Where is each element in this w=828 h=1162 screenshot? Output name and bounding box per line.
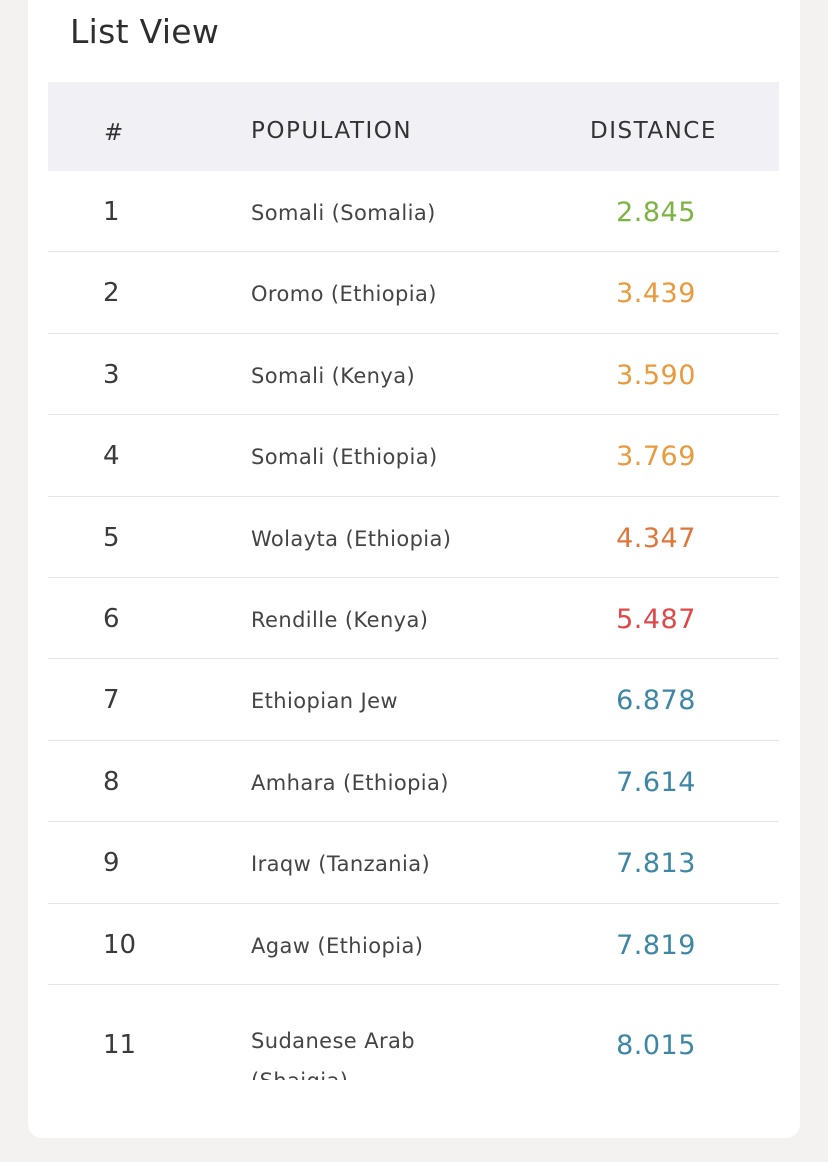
row-distance: 6.878 — [616, 685, 696, 717]
row-number: 6 — [103, 603, 120, 634]
row-distance: 8.015 — [616, 1029, 696, 1061]
row-population: Somali (Somalia) — [251, 201, 436, 225]
column-header-number[interactable]: # — [104, 120, 125, 146]
row-population: Amhara (Ethiopia) — [251, 770, 449, 795]
row-distance: 3.590 — [616, 359, 696, 391]
row-number: 8 — [103, 766, 120, 797]
table-row[interactable]: 8 Amhara (Ethiopia) 7.614 — [48, 741, 779, 823]
table-row[interactable]: 2 Oromo (Ethiopia) 3.439 — [48, 252, 779, 334]
row-distance: 4.347 — [616, 522, 696, 554]
row-distance: 7.614 — [616, 766, 696, 798]
row-number: 1 — [103, 197, 120, 227]
section-title: List View — [70, 12, 220, 51]
row-population: Somali (Kenya) — [251, 363, 416, 388]
list-view-card — [28, 0, 800, 1138]
row-number: 4 — [103, 441, 120, 472]
row-population: Wolayta (Ethiopia) — [251, 526, 452, 551]
row-distance: 7.819 — [616, 929, 696, 961]
row-population: Ethiopian Jew — [251, 689, 399, 714]
table-row[interactable]: 6 Rendille (Kenya) 5.487 — [48, 578, 779, 660]
row-population: Rendille (Kenya) — [251, 607, 429, 632]
table-row[interactable]: 4 Somali (Ethiopia) 3.769 — [48, 415, 779, 497]
column-header-population[interactable]: POPULATION — [251, 118, 413, 144]
row-number: 3 — [103, 359, 120, 390]
row-number: 10 — [103, 929, 137, 960]
row-distance: 3.769 — [616, 441, 696, 473]
table-header: # POPULATION DISTANCE — [48, 82, 779, 171]
population-distance-table: # POPULATION DISTANCE 1 Somali (Somalia) 2… — [48, 82, 779, 1080]
row-population: Agaw (Ethiopia) — [251, 933, 424, 958]
column-header-distance[interactable]: DISTANCE — [590, 118, 717, 144]
row-number: 11 — [103, 1029, 137, 1060]
row-distance: 2.845 — [616, 197, 696, 228]
table-row[interactable]: 3 Somali (Kenya) 3.590 — [48, 334, 779, 416]
row-number: 9 — [103, 848, 120, 879]
row-number: 2 — [103, 278, 120, 309]
table-row[interactable]: 1 Somali (Somalia) 2.845 — [48, 171, 779, 253]
table-row[interactable]: 11 Sudanese Arab (Shaigia) 8.015 — [48, 985, 779, 1080]
row-distance: 7.813 — [616, 848, 696, 880]
row-number: 7 — [103, 685, 120, 716]
table-row[interactable]: 9 Iraqw (Tanzania) 7.813 — [48, 822, 779, 904]
row-population: Sudanese Arab (Shaigia) — [251, 1028, 416, 1080]
row-distance: 5.487 — [616, 603, 696, 635]
row-population: Iraqw (Tanzania) — [251, 852, 431, 877]
row-population: Somali (Ethiopia) — [251, 445, 438, 470]
table-row[interactable]: 5 Wolayta (Ethiopia) 4.347 — [48, 497, 779, 578]
row-number: 5 — [103, 522, 120, 553]
table-row[interactable]: 7 Ethiopian Jew 6.878 — [48, 659, 779, 741]
table-row[interactable]: 10 Agaw (Ethiopia) 7.819 — [48, 904, 779, 985]
row-distance: 3.439 — [616, 278, 696, 310]
row-population: Oromo (Ethiopia) — [251, 282, 437, 307]
table-body: 1 Somali (Somalia) 2.845 2 Oromo (Ethiopia) 3… — [48, 171, 779, 1080]
